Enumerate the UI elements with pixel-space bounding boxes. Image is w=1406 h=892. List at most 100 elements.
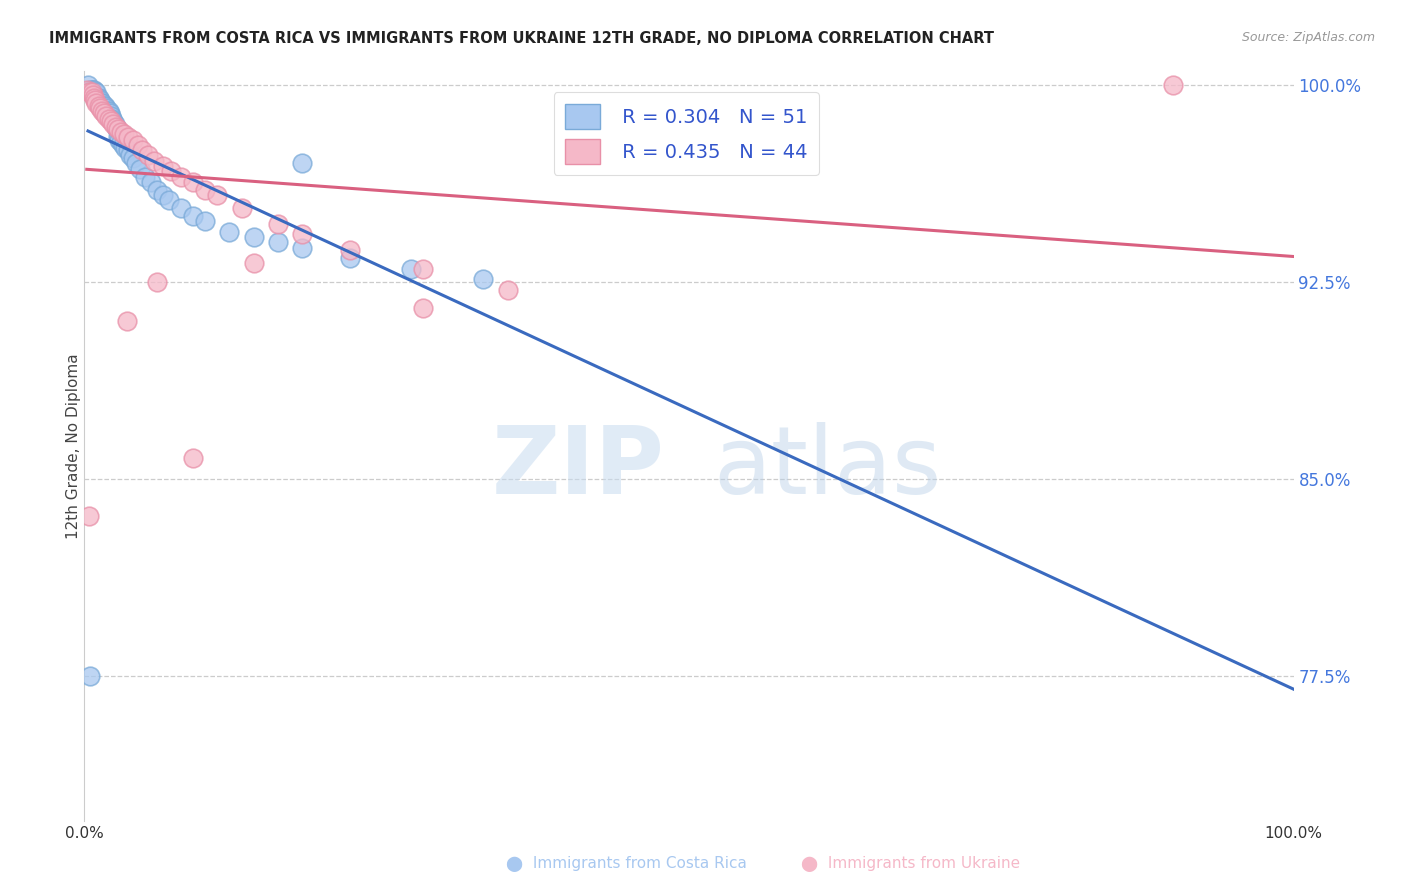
Point [93,98,115,112]
Point [120,148,142,162]
Point [97,103,120,118]
Point [146,183,169,197]
Point [87,98,110,112]
Point [117,130,139,145]
Point [100,114,122,128]
Point [127,138,149,153]
Point [93,106,115,120]
Point [218,225,240,239]
Point [87,90,110,104]
Point [82,83,104,97]
Point [134,169,156,184]
Point [77,508,100,523]
Point [231,201,253,215]
Point [152,159,174,173]
Point [82,88,104,103]
Point [110,125,132,139]
Point [267,235,290,250]
Point [90,95,112,110]
Point [77,78,100,92]
Point [181,175,204,189]
Point [472,272,495,286]
Point [107,122,129,136]
Point [80,83,103,97]
Text: ZIP: ZIP [492,423,665,515]
Point [94,101,117,115]
Text: ⬤  Immigrants from Costa Rica: ⬤ Immigrants from Costa Rica [506,856,747,872]
Point [1161,78,1184,92]
Point [112,128,135,142]
Point [129,161,152,176]
Point [112,138,135,153]
Text: ⬤  Immigrants from Ukraine: ⬤ Immigrants from Ukraine [801,856,1021,872]
Point [79,669,101,683]
Text: IMMIGRANTS FROM COSTA RICA VS IMMIGRANTS FROM UKRAINE 12TH GRADE, NO DIPLOMA COR: IMMIGRANTS FROM COSTA RICA VS IMMIGRANTS… [49,31,994,46]
Point [101,112,124,126]
Point [100,109,122,123]
Text: atlas: atlas [713,423,942,515]
Point [117,143,139,157]
Point [80,86,103,100]
Point [412,301,434,315]
Point [121,133,143,147]
Legend:  R = 0.304   N = 51,  R = 0.435   N = 44: R = 0.304 N = 51, R = 0.435 N = 44 [554,92,818,176]
Point [84,86,107,100]
Point [242,230,264,244]
Point [146,275,169,289]
Point [108,133,131,147]
Point [98,106,121,120]
Point [86,95,108,110]
Point [496,283,519,297]
Point [291,227,314,242]
Point [160,164,183,178]
Point [104,120,127,134]
Point [399,261,422,276]
Point [139,175,162,189]
Point [125,156,148,170]
Y-axis label: 12th Grade, No Diploma: 12th Grade, No Diploma [66,353,80,539]
Point [181,450,204,465]
Point [170,201,193,215]
Point [83,90,105,104]
Point [86,90,108,104]
Point [339,251,361,265]
Point [115,314,138,328]
Point [89,93,111,107]
Point [97,112,120,126]
Point [131,143,153,157]
Point [77,86,100,100]
Point [121,151,143,165]
Point [89,101,111,115]
Point [339,243,361,257]
Point [110,136,132,150]
Point [86,86,108,100]
Point [76,83,98,97]
Point [103,117,125,131]
Point [194,183,217,197]
Point [94,109,117,123]
Point [107,130,129,145]
Point [412,261,434,276]
Point [104,120,127,134]
Point [96,103,118,118]
Point [152,188,174,202]
Point [170,169,193,184]
Point [138,148,160,162]
Point [103,114,125,128]
Point [194,214,217,228]
Point [94,98,117,112]
Point [143,153,166,168]
Point [104,117,127,131]
Point [267,217,290,231]
Point [91,95,114,110]
Point [84,93,107,107]
Point [157,193,180,207]
Point [105,122,128,136]
Point [242,256,264,270]
Point [114,140,136,154]
Point [291,156,314,170]
Point [91,103,114,118]
Point [79,83,101,97]
Point [207,188,229,202]
Point [83,83,105,97]
